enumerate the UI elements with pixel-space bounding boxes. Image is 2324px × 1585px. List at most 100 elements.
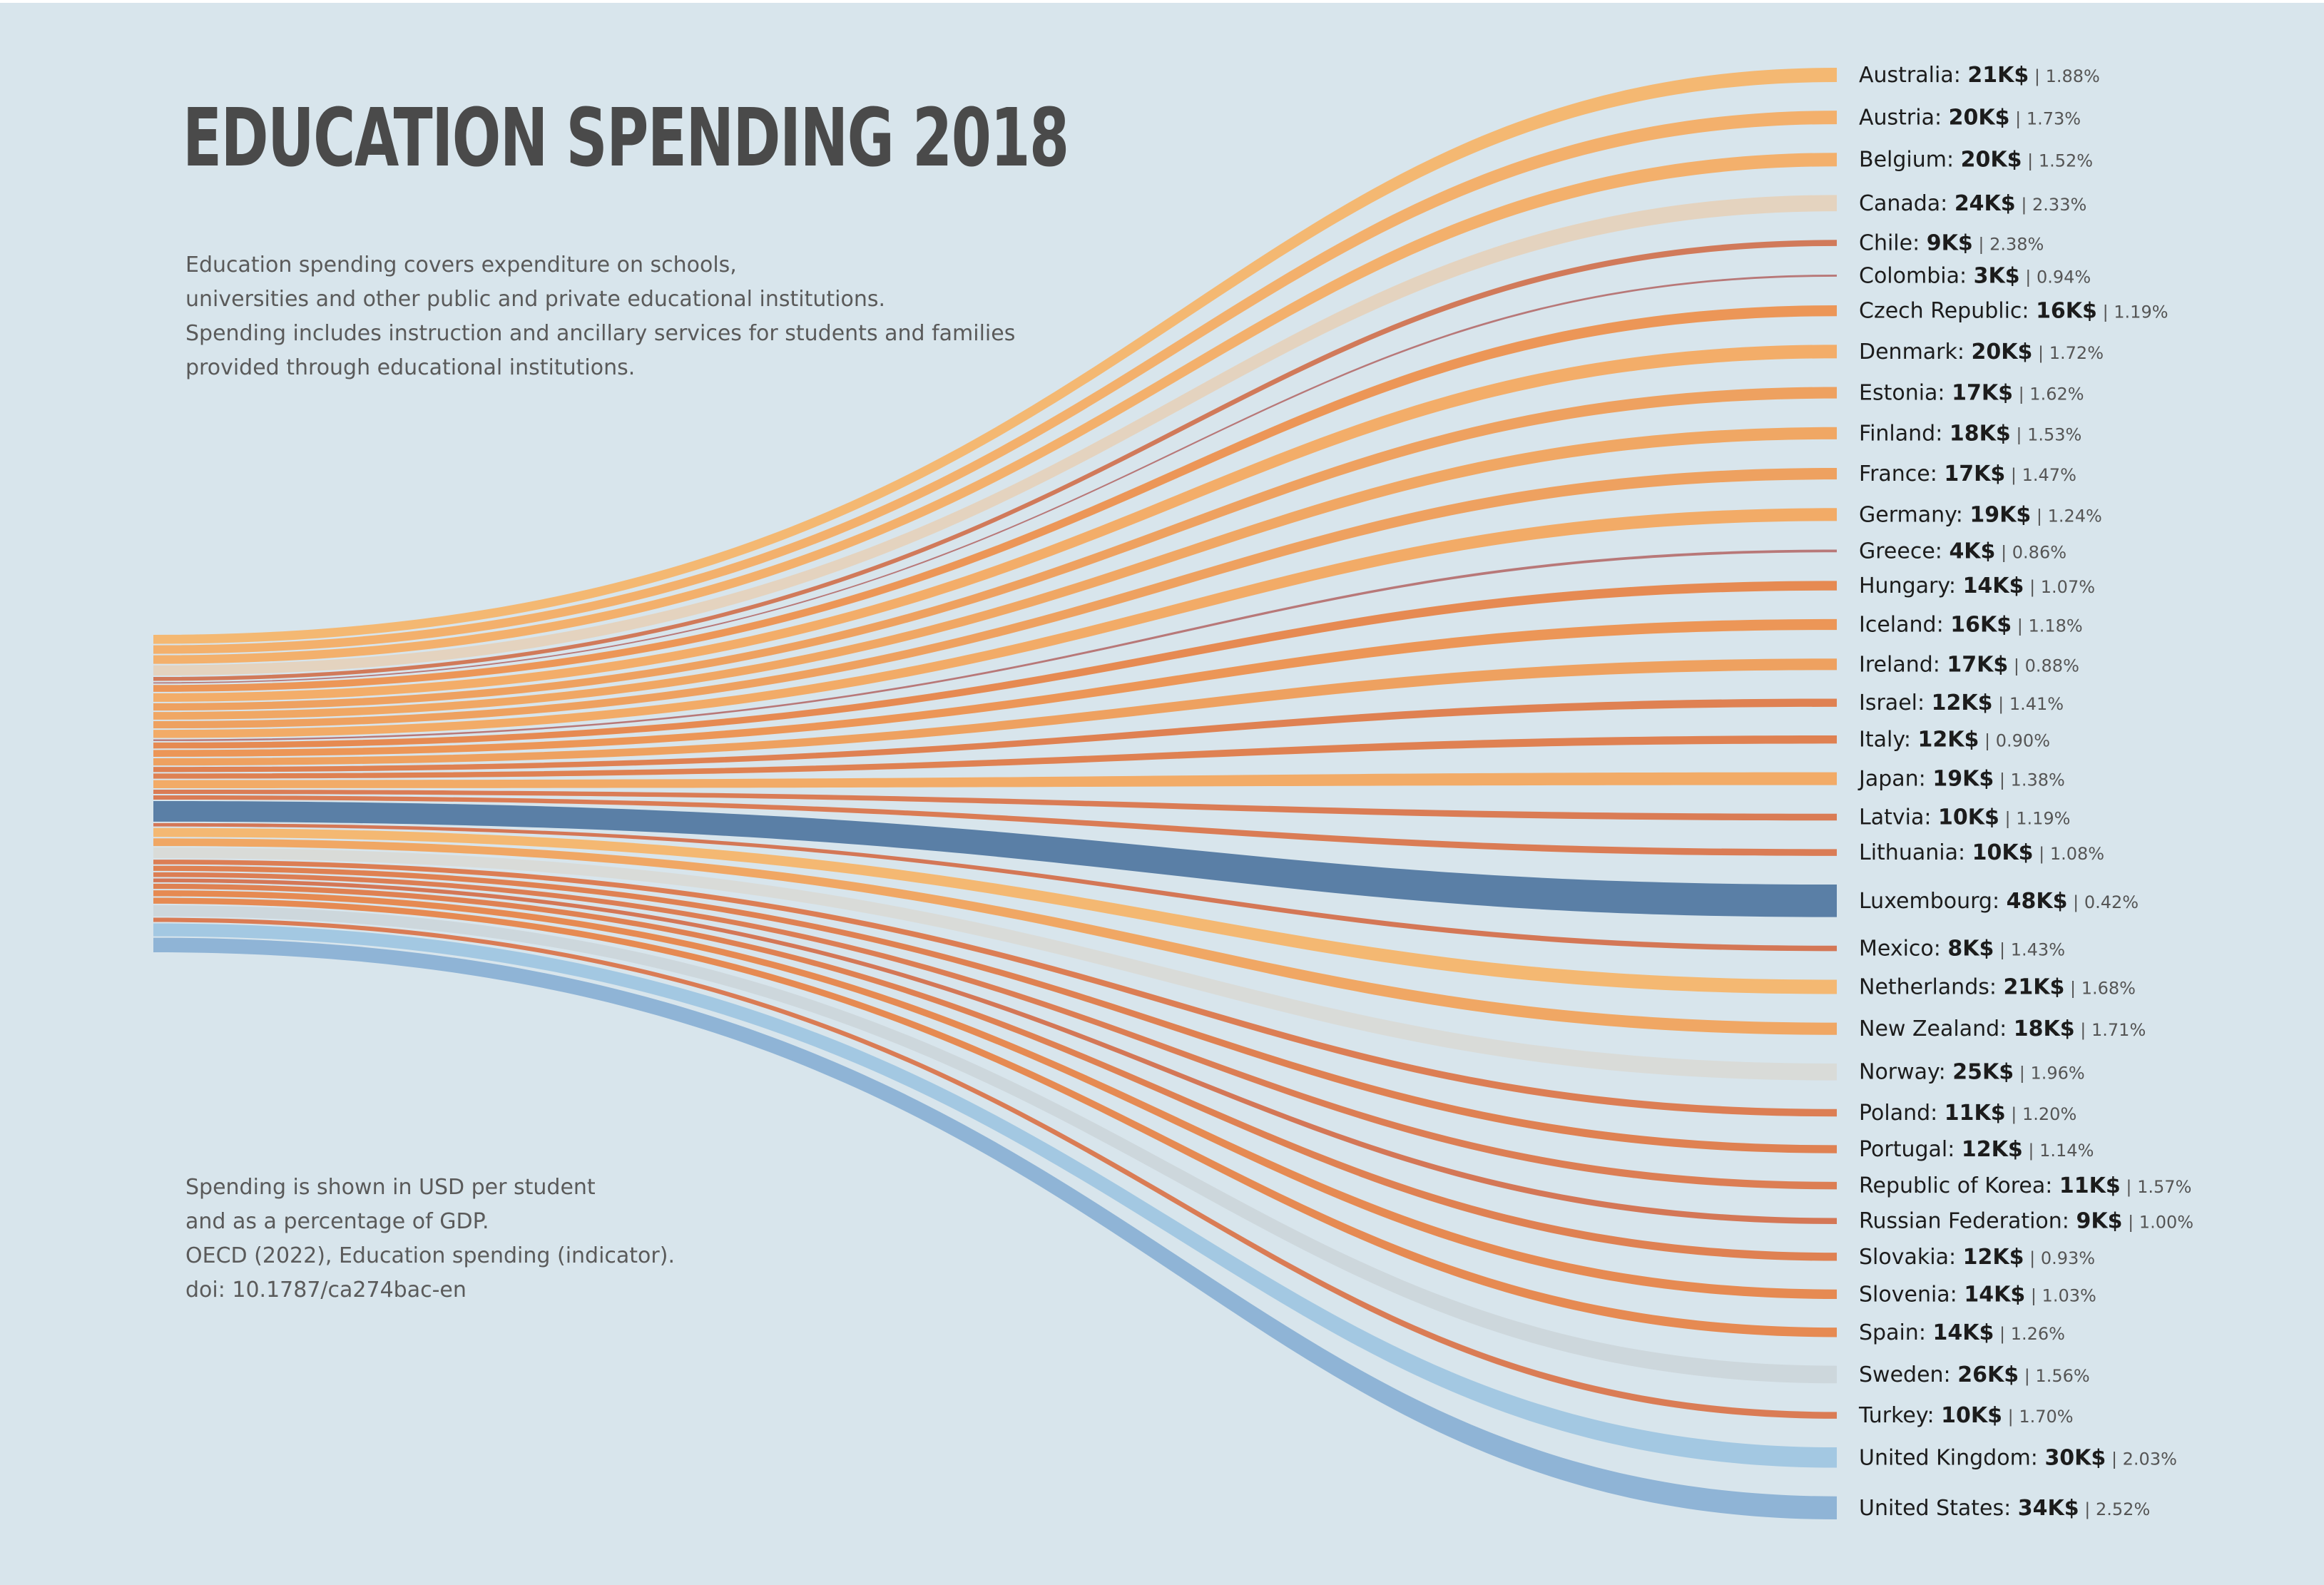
gdp-percentage: 1.88% — [2046, 66, 2100, 86]
separator: | — [1979, 731, 1995, 751]
country-name: Mexico: — [1859, 937, 1947, 962]
description-line: universities and other public and privat… — [185, 287, 886, 312]
separator: | — [2064, 979, 2081, 999]
top-border — [0, 0, 2324, 3]
country-name: New Zealand: — [1859, 1016, 2014, 1041]
description-line: Spending includes instruction and ancill… — [185, 321, 1016, 346]
country-name: Ireland: — [1859, 652, 1947, 677]
gdp-percentage: 0.94% — [2037, 267, 2091, 287]
label-canada: Canada: 24K$ | 2.33% — [1859, 191, 2086, 216]
country-name: Turkey: — [1858, 1403, 1941, 1428]
separator: | — [1999, 809, 2016, 829]
gdp-percentage: 1.53% — [2027, 424, 2081, 444]
separator: | — [1994, 940, 2010, 960]
gdp-percentage: 1.19% — [2114, 302, 2168, 322]
separator: | — [2029, 66, 2045, 86]
flow-luxembourg — [153, 801, 1837, 917]
country-name: Japan: — [1857, 767, 1932, 792]
spending-value: 21K$ — [1967, 63, 2029, 88]
spending-value: 24K$ — [1954, 191, 2016, 216]
country-name: Slovakia: — [1859, 1245, 1963, 1270]
spending-value: 19K$ — [1932, 767, 1994, 792]
separator: | — [2121, 1177, 2137, 1197]
gdp-percentage: 0.42% — [2084, 892, 2139, 912]
spending-value: 20K$ — [1972, 340, 2033, 365]
flow-group — [153, 68, 1837, 1519]
country-name: Netherlands: — [1859, 975, 2004, 1000]
gdp-percentage: 1.52% — [2039, 151, 2093, 171]
label-australia: Australia: 21K$ | 1.88% — [1859, 63, 2100, 88]
gdp-percentage: 1.56% — [2035, 1366, 2089, 1386]
country-name: Denmark: — [1859, 340, 1972, 365]
flow-latvia — [153, 789, 1837, 821]
gdp-percentage: 1.96% — [2030, 1064, 2084, 1084]
country-name: Republic of Korea: — [1859, 1173, 2059, 1198]
country-name: Estonia: — [1859, 381, 1952, 406]
country-name: Norway: — [1859, 1060, 1952, 1085]
separator: | — [2020, 267, 2037, 287]
separator: | — [2079, 1499, 2096, 1519]
label-republic-of-korea: Republic of Korea: 11K$ | 1.57% — [1859, 1173, 2191, 1198]
spending-value: 26K$ — [1957, 1362, 2019, 1387]
spending-value: 14K$ — [1932, 1320, 1994, 1345]
separator: | — [2013, 384, 2029, 404]
gdp-percentage: 1.00% — [2139, 1213, 2193, 1233]
country-name: Germany: — [1859, 502, 1969, 527]
gdp-percentage: 0.86% — [2012, 542, 2066, 562]
country-name: Lithuania: — [1859, 840, 1972, 865]
country-name: Canada: — [1859, 191, 1954, 216]
country-name: Iceland: — [1859, 612, 1950, 637]
separator: | — [2122, 1213, 2139, 1233]
gdp-percentage: 1.41% — [2009, 694, 2064, 714]
flow-netherlands — [153, 827, 1837, 994]
country-name: Belgium: — [1859, 148, 1961, 173]
spending-value: 12K$ — [1918, 728, 1979, 753]
gdp-percentage: 1.38% — [2011, 770, 2065, 790]
label-luxembourg: Luxembourg: 48K$ | 0.42% — [1859, 889, 2139, 914]
separator: | — [2008, 656, 2024, 676]
gdp-percentage: 1.08% — [2050, 844, 2104, 864]
country-name: Czech Republic: — [1859, 299, 2036, 324]
spending-value: 3K$ — [1974, 263, 2020, 288]
label-ireland: Ireland: 17K$ | 0.88% — [1859, 652, 2079, 677]
separator: | — [2022, 151, 2039, 171]
label-denmark: Denmark: 20K$ | 1.72% — [1859, 340, 2104, 365]
spending-value: 14K$ — [1963, 574, 2024, 598]
spending-value: 16K$ — [2036, 299, 2097, 324]
label-united-kingdom: United Kingdom: 30K$ | 2.03% — [1859, 1445, 2177, 1470]
country-name: Israel: — [1859, 690, 1932, 715]
label-slovakia: Slovakia: 12K$ | 0.93% — [1859, 1245, 2095, 1270]
separator: | — [2006, 1104, 2022, 1124]
flow-israel — [153, 698, 1837, 773]
gdp-percentage: 1.03% — [2042, 1285, 2096, 1305]
gdp-percentage: 1.68% — [2081, 979, 2136, 999]
country-name: Finland: — [1859, 421, 1950, 446]
separator: | — [2005, 465, 2022, 485]
country-name: Poland: — [1859, 1101, 1945, 1126]
country-name: Spain: — [1859, 1320, 1932, 1345]
separator: | — [2075, 1020, 2091, 1040]
flow-japan — [153, 772, 1837, 788]
label-italy: Italy: 12K$ | 0.90% — [1859, 728, 2050, 753]
label-new-zealand: New Zealand: 18K$ | 1.71% — [1859, 1016, 2146, 1041]
gdp-percentage: 0.88% — [2025, 656, 2079, 676]
label-russian-federation: Russian Federation: 9K$ | 1.00% — [1859, 1209, 2193, 1234]
country-name: Italy: — [1859, 728, 1918, 753]
label-austria: Austria: 20K$ | 1.73% — [1859, 106, 2081, 131]
gdp-percentage: 1.57% — [2137, 1177, 2191, 1197]
gdp-percentage: 2.38% — [1989, 235, 2044, 255]
country-name: Colombia: — [1859, 263, 1974, 288]
gdp-percentage: 1.18% — [2028, 616, 2082, 636]
country-name: Sweden: — [1859, 1362, 1957, 1387]
separator: | — [2024, 577, 2040, 597]
flow-iceland — [153, 618, 1837, 757]
label-norway: Norway: 25K$ | 1.96% — [1859, 1060, 2085, 1085]
label-lithuania: Lithuania: 10K$ | 1.08% — [1859, 840, 2104, 865]
spending-value: 17K$ — [1952, 381, 2013, 406]
country-name: Greece: — [1859, 539, 1949, 564]
spending-value: 10K$ — [1941, 1403, 2002, 1428]
spending-value: 34K$ — [2018, 1496, 2079, 1521]
separator: | — [2012, 616, 2028, 636]
flow-lithuania — [153, 795, 1837, 856]
